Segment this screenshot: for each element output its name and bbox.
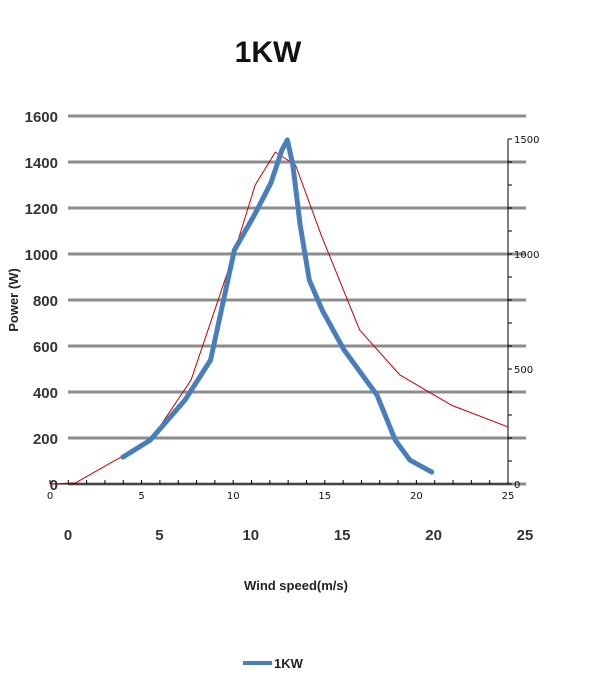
overlay-y-tick-label: 1000: [514, 250, 539, 261]
x-tick-label: 10: [242, 527, 259, 544]
overlay-x-tick-label: 0: [47, 491, 53, 502]
y-tick-label: 0: [50, 477, 58, 494]
x-tick-label: 25: [517, 527, 534, 544]
overlay-x-tick-label: 5: [138, 491, 144, 502]
y-tick-label: 1400: [25, 155, 58, 172]
legend[interactable]: 1KW: [243, 656, 304, 671]
x-tick-label: 5: [155, 527, 163, 544]
y-tick-label: 400: [33, 385, 58, 402]
overlay-x-tick-label: 25: [502, 491, 515, 502]
overlay-y-tick-label: 0: [514, 480, 520, 491]
chart-title: 1KW: [235, 36, 302, 69]
y-tick-label: 800: [33, 293, 58, 310]
overlay-y-tick-label: 500: [514, 365, 533, 376]
series-line-1kw: [120, 137, 435, 475]
y-tick-label: 200: [33, 431, 58, 448]
x-axis-label: Wind speed(m/s): [244, 578, 348, 593]
x-tick-label: 20: [425, 527, 442, 544]
y-axis-label: Power (W): [6, 268, 21, 332]
y-tick-label: 1200: [25, 201, 58, 218]
y-tick-label: 600: [33, 339, 58, 356]
overlay-x-tick-label: 20: [410, 491, 423, 502]
y-tick-label: 1600: [25, 109, 58, 126]
x-tick-label: 15: [334, 527, 351, 544]
legend-label: 1KW: [274, 656, 304, 671]
overlay-curve: [49, 151, 509, 485]
y-tick-labels: 0 200 400 600 800 1000 1200 1400 1600: [25, 109, 58, 494]
x-tick-labels: 0 5 10 15 20 25: [64, 527, 534, 544]
overlay-x-tick-label: 15: [318, 491, 331, 502]
overlay-y-tick-label: 1500: [514, 135, 539, 146]
y-tick-label: 1000: [25, 247, 58, 264]
gridlines: [68, 114, 526, 486]
x-tick-label: 0: [64, 527, 72, 544]
overlay-x-tick-label: 10: [227, 491, 240, 502]
